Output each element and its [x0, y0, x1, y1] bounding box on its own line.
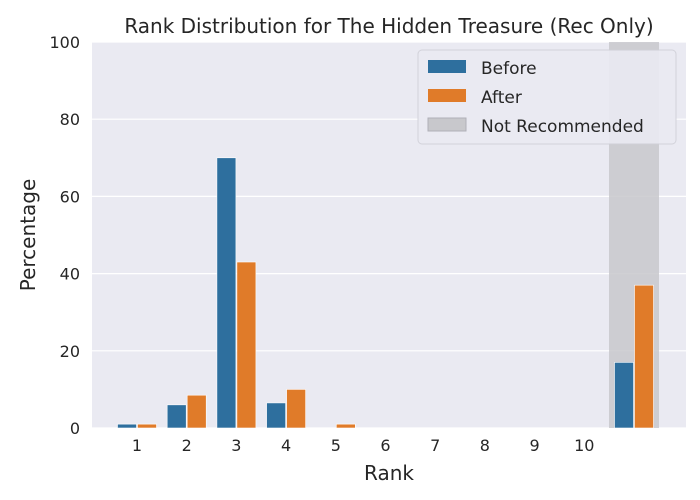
x-axis-label: Rank [364, 461, 414, 485]
bar-after [137, 423, 157, 429]
bar-after [335, 423, 356, 429]
bar-before [216, 157, 237, 429]
legend: Before After Not Recommended [417, 49, 677, 145]
y-axis-label: Percentage [16, 179, 40, 292]
y-tick-label: 40 [60, 265, 80, 284]
x-tick-label: 5 [331, 436, 341, 455]
bar-before [266, 402, 286, 429]
x-tick-label: 7 [430, 436, 440, 455]
x-tick-label: 1 [132, 436, 142, 455]
legend-label-not-recommended: Not Recommended [481, 117, 644, 137]
x-tick-label: 3 [231, 436, 241, 455]
x-tick-label: 2 [182, 436, 192, 455]
bar-before [166, 404, 187, 429]
y-tick-label: 0 [70, 419, 80, 438]
y-axis-ticks: 0 20 40 60 80 100 [49, 33, 80, 438]
bars [117, 157, 654, 429]
bar-after [634, 284, 654, 429]
legend-label-after: After [481, 88, 522, 108]
bar-before [614, 362, 634, 429]
legend-box [417, 49, 677, 145]
x-axis-ticks: 1 2 3 4 5 6 7 8 9 10 [132, 436, 595, 455]
x-tick-label: 4 [281, 436, 291, 455]
x-tick-label: 9 [530, 436, 540, 455]
bar-after [286, 389, 306, 429]
x-tick-label: 10 [574, 436, 594, 455]
legend-swatch-after [428, 89, 466, 102]
bar-after [186, 394, 207, 429]
legend-swatch-before [428, 60, 466, 73]
y-tick-label: 20 [60, 342, 80, 361]
y-tick-label: 80 [60, 110, 80, 129]
y-tick-label: 100 [49, 33, 80, 52]
legend-label-before: Before [481, 59, 537, 79]
chart-title: Rank Distribution for The Hidden Treasur… [124, 14, 653, 38]
y-tick-label: 60 [60, 187, 80, 206]
x-tick-label: 6 [380, 436, 390, 455]
bar-before [117, 423, 137, 429]
x-tick-label: 8 [480, 436, 490, 455]
bar-after [236, 261, 257, 429]
legend-swatch-not-recommended [427, 117, 467, 132]
